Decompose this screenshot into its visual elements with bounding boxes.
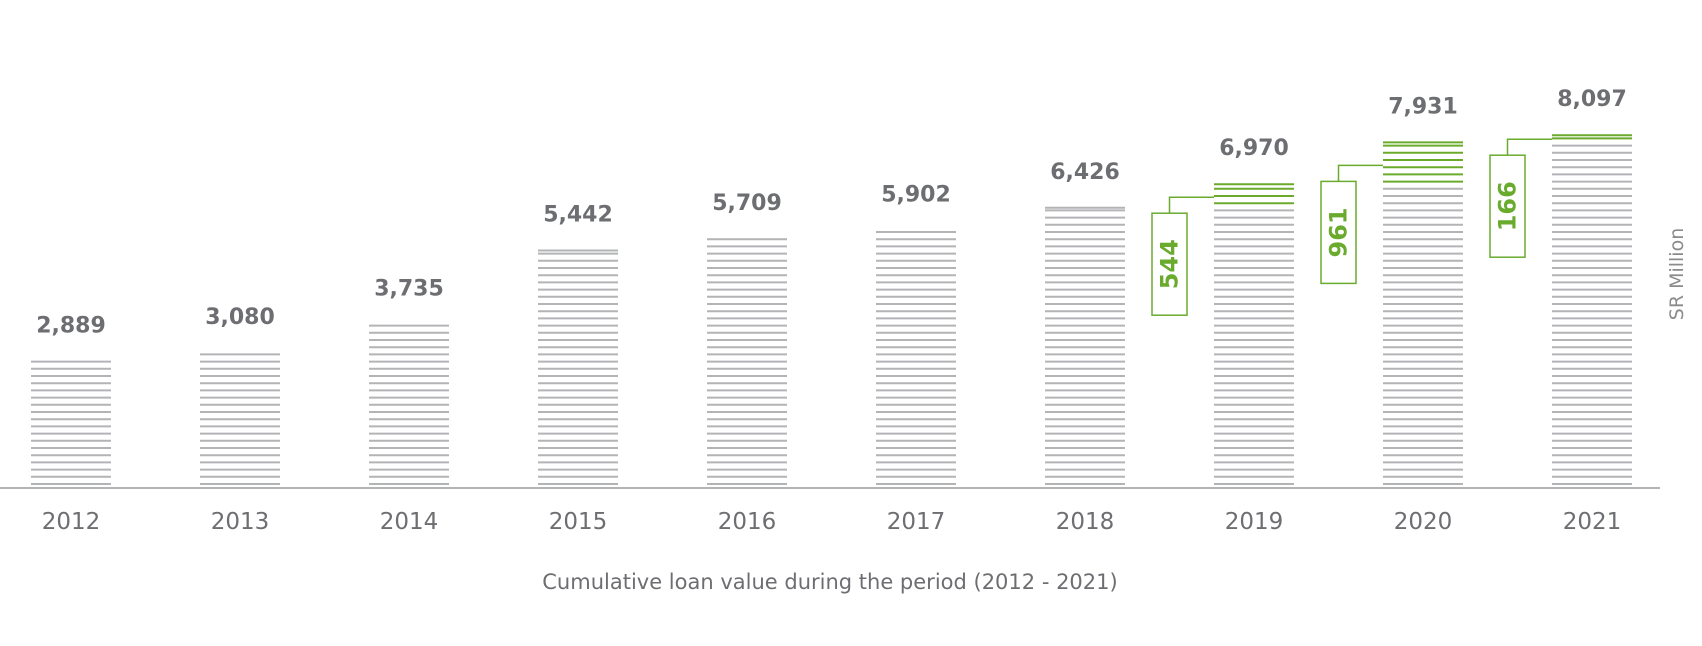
x-tick-2012: 2012 — [42, 509, 101, 535]
x-tick-labels-group: 2012 2013 2014 2015 2016 2017 2018 2019 2020 2021 — [42, 509, 1622, 535]
bar-2015 — [538, 249, 618, 485]
value-label-2017: 5,902 — [881, 183, 951, 208]
bar-2019 — [1214, 183, 1294, 485]
value-label-2015: 5,442 — [543, 203, 613, 228]
increment-label-2021: 166 — [1493, 181, 1521, 231]
value-label-2012: 2,889 — [36, 314, 106, 339]
increment-box — [1151, 212, 1188, 316]
bar-2017 — [876, 231, 956, 485]
x-tick-2016: 2016 — [718, 509, 777, 535]
value-labels-group: 2,889 3,080 3,735 5,442 5,709 5,902 6,426 6,970… — [36, 87, 1627, 338]
x-tick-2017: 2017 — [887, 509, 946, 535]
value-label-2016: 5,709 — [712, 191, 782, 216]
bar-2018 — [1045, 206, 1125, 485]
value-label-2014: 3,735 — [374, 277, 444, 302]
bar-2016 — [707, 238, 787, 485]
bars-group — [31, 134, 1632, 485]
increment-connector — [1337, 164, 1383, 182]
x-tick-2014: 2014 — [380, 509, 439, 535]
value-label-2018: 6,426 — [1050, 160, 1120, 185]
x-tick-2021: 2021 — [1563, 509, 1622, 535]
bar-2020 — [1383, 141, 1463, 485]
x-tick-2013: 2013 — [211, 509, 270, 535]
value-label-2013: 3,080 — [205, 305, 275, 330]
bar-2014 — [369, 324, 449, 485]
value-label-2020: 7,931 — [1388, 94, 1458, 119]
x-tick-2020: 2020 — [1394, 509, 1453, 535]
bar-2012 — [31, 360, 111, 485]
increment-annotation-2020: 961 — [1320, 164, 1383, 285]
increment-connector — [1168, 196, 1214, 214]
bar-2021 — [1552, 134, 1632, 485]
increment-box — [1320, 180, 1357, 285]
increment-label-2020: 961 — [1324, 207, 1352, 257]
y-unit-label: SR Million — [1666, 228, 1688, 320]
x-tick-2018: 2018 — [1056, 509, 1115, 535]
x-tick-2015: 2015 — [549, 509, 608, 535]
value-label-2021: 8,097 — [1557, 87, 1627, 112]
bar-2013 — [200, 353, 280, 485]
x-axis-title: Cumulative loan value during the period … — [542, 570, 1117, 594]
increment-connector — [1506, 138, 1552, 156]
increment-annotations: 544 961 166 — [1151, 138, 1552, 316]
increment-label-2019: 544 — [1155, 239, 1183, 289]
increment-annotation-2019: 544 — [1151, 196, 1214, 316]
value-label-2019: 6,970 — [1219, 136, 1289, 161]
increment-annotation-2021: 166 — [1489, 138, 1552, 258]
x-tick-2019: 2019 — [1225, 509, 1284, 535]
increment-box — [1489, 154, 1526, 258]
